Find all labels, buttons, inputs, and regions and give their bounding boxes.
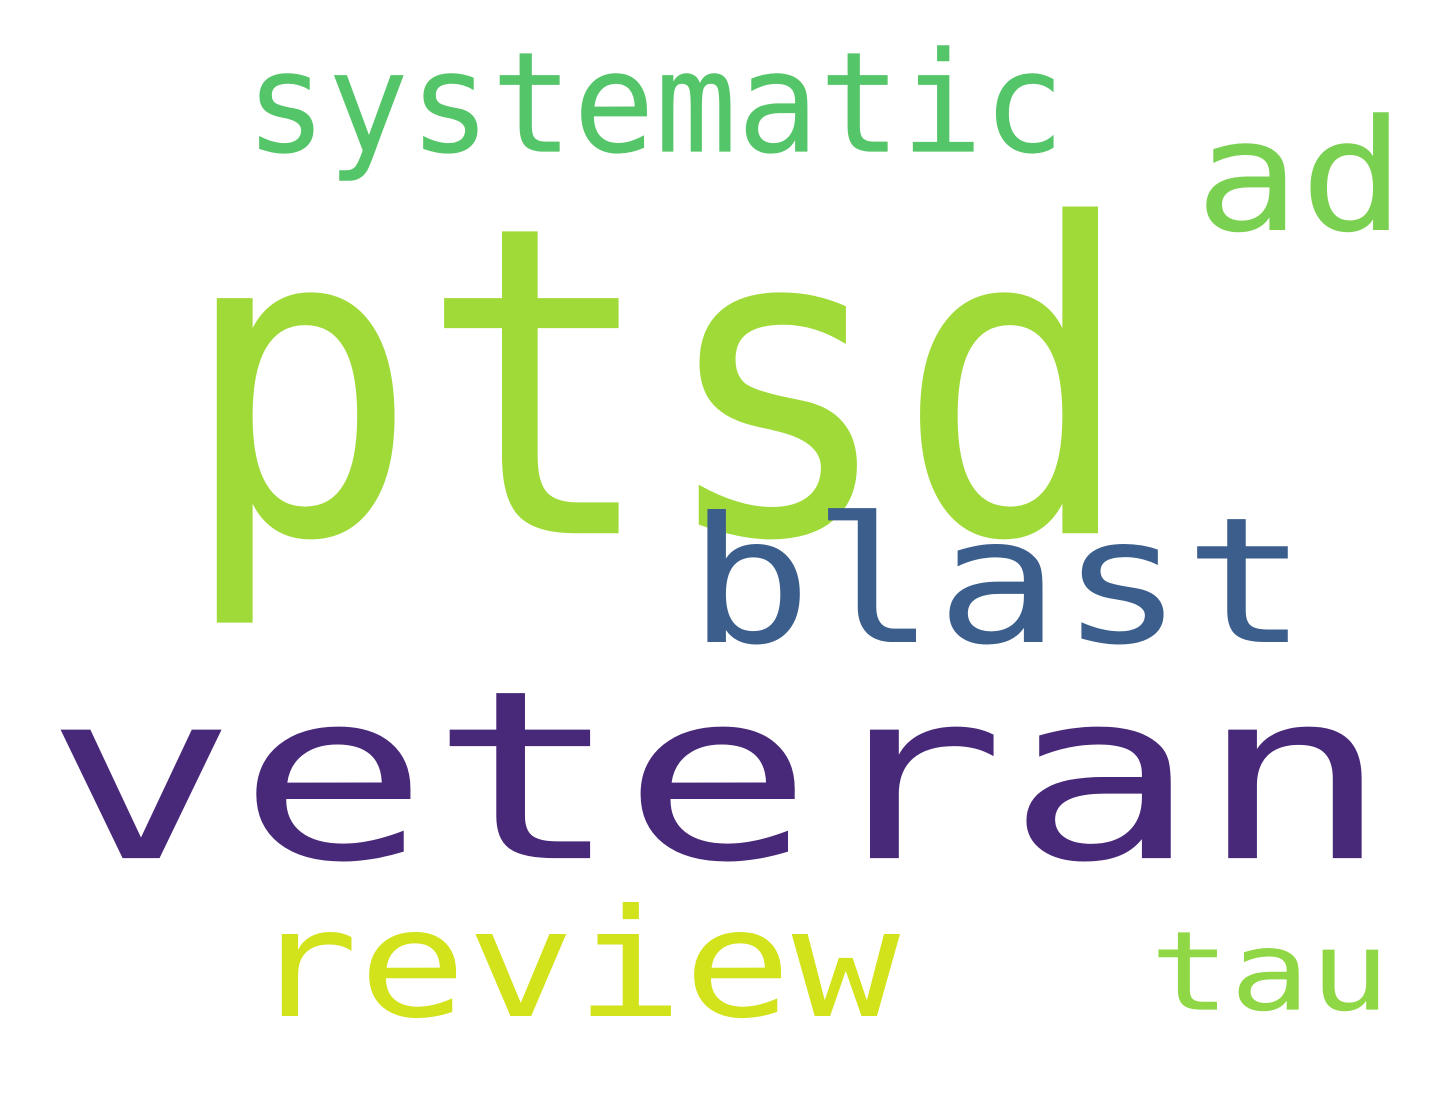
word-tau: tau [1150,908,1390,1037]
word-ad: ad [1195,87,1405,268]
word-blast: blast [688,480,1308,684]
word-ptsd: ptsd [180,133,1135,636]
word-systematic: systematic [245,23,1065,186]
word-review: review [250,878,900,1052]
word-veteran: veteran [45,640,1390,914]
